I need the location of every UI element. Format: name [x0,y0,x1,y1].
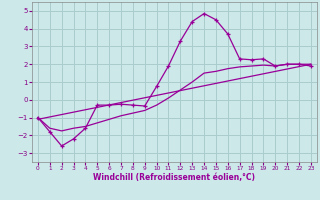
X-axis label: Windchill (Refroidissement éolien,°C): Windchill (Refroidissement éolien,°C) [93,173,255,182]
